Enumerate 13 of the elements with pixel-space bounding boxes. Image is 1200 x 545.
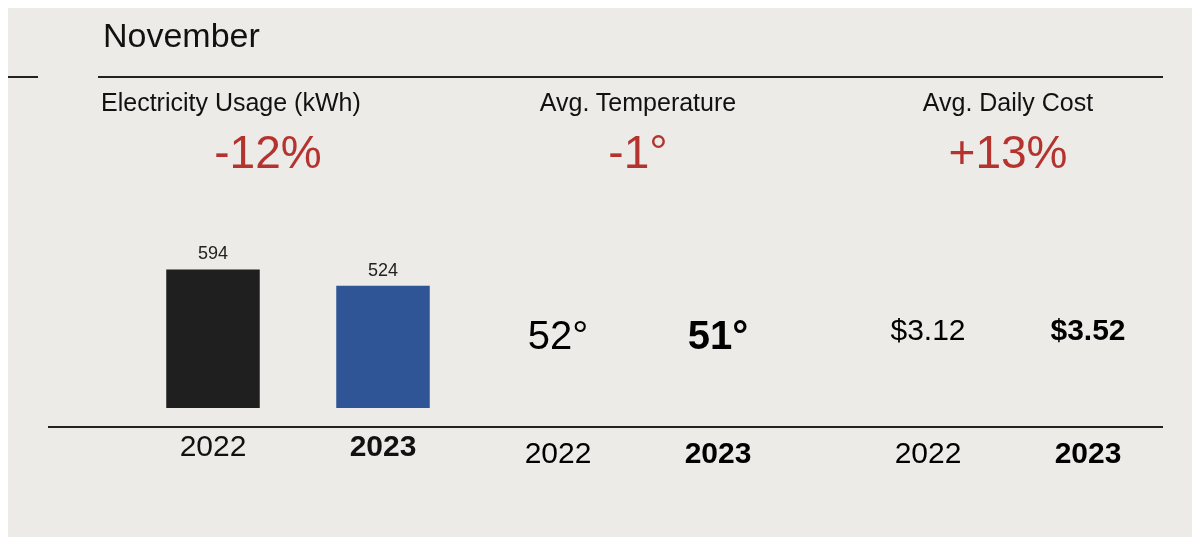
text: -1° [607, 125, 669, 179]
chart-subtitle: -12% [213, 125, 323, 179]
text: $3.12 [890, 313, 966, 346]
text: 52° [527, 313, 589, 357]
data-label: 524 [367, 259, 399, 280]
text: Avg. Daily Cost [921, 88, 1095, 117]
text: Avg. Temperature [538, 88, 738, 117]
text: November [103, 16, 260, 55]
text: +13% [947, 125, 1069, 179]
chart-title: Electricity Usage (kWh) [100, 88, 362, 117]
data-label: 594 [197, 243, 229, 264]
text: 51° [687, 313, 749, 357]
text: $3.52 [1050, 313, 1126, 346]
